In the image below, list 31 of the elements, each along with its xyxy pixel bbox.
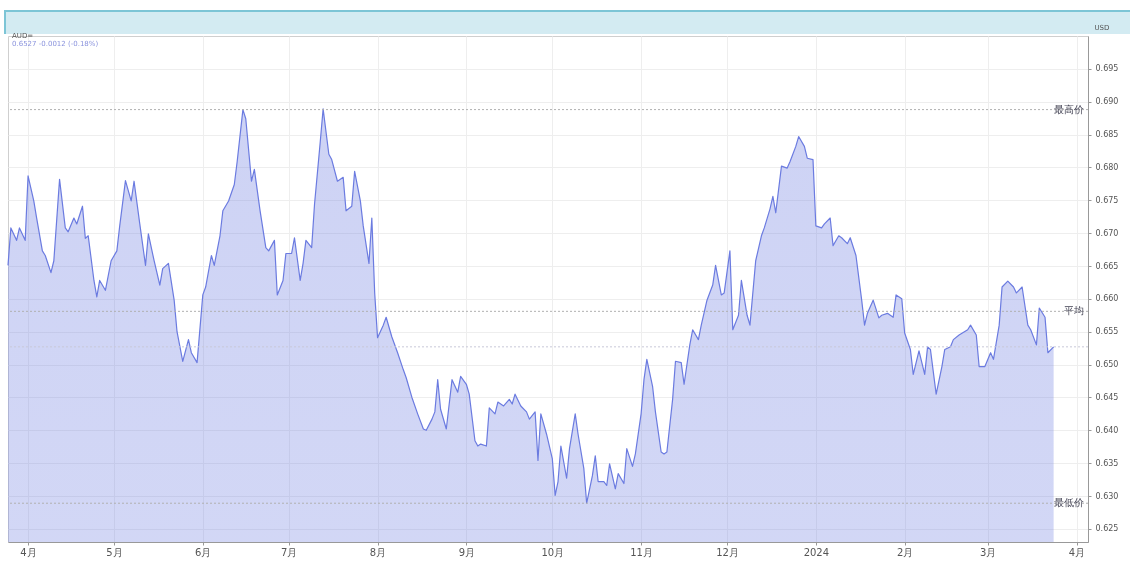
y-tick-label: 0.660 [1095,294,1119,304]
y-tick-label: 0.685 [1095,130,1119,140]
x-tick-label: 6月 [195,546,212,558]
ref-line-label: 平均 [1064,305,1084,317]
ref-line-label: 最高价 [1054,103,1084,115]
x-tick-label: 2024 [803,546,830,558]
x-tick-label: 4月 [1068,546,1086,558]
y-tick-label: 0.625 [1095,524,1119,534]
y-tick-label: 0.670 [1095,228,1119,238]
x-tick-label: 5月 [106,546,123,558]
y-tick-label: 0.630 [1095,491,1119,501]
x-tick-label: 7月 [281,546,298,558]
y-tick-label: 0.640 [1095,425,1119,435]
y-tick-label: 0.665 [1095,261,1119,271]
x-tick-label: 11月 [630,546,653,558]
y-tick-label: 0.635 [1095,458,1119,468]
y-tick-label: 0.680 [1095,162,1119,172]
ref-line-label: 最低价 [1054,497,1084,509]
x-tick-label: 3月 [980,546,997,558]
y-tick-label: 0.675 [1095,195,1119,205]
x-tick-label: 12月 [716,546,739,558]
y-tick-label: 0.655 [1095,327,1119,337]
y-tick-label: 0.695 [1095,64,1119,74]
x-tick-label: 10月 [541,546,565,558]
x-tick-label: 2月 [896,546,914,558]
y-tick-label: 0.645 [1095,392,1119,402]
y-tick-label: 0.650 [1095,360,1119,370]
x-tick-label: 9月 [458,546,476,558]
x-tick-label: 4月 [20,546,37,558]
y-tick-label: 0.690 [1095,97,1119,107]
x-tick-label: 8月 [369,546,387,558]
